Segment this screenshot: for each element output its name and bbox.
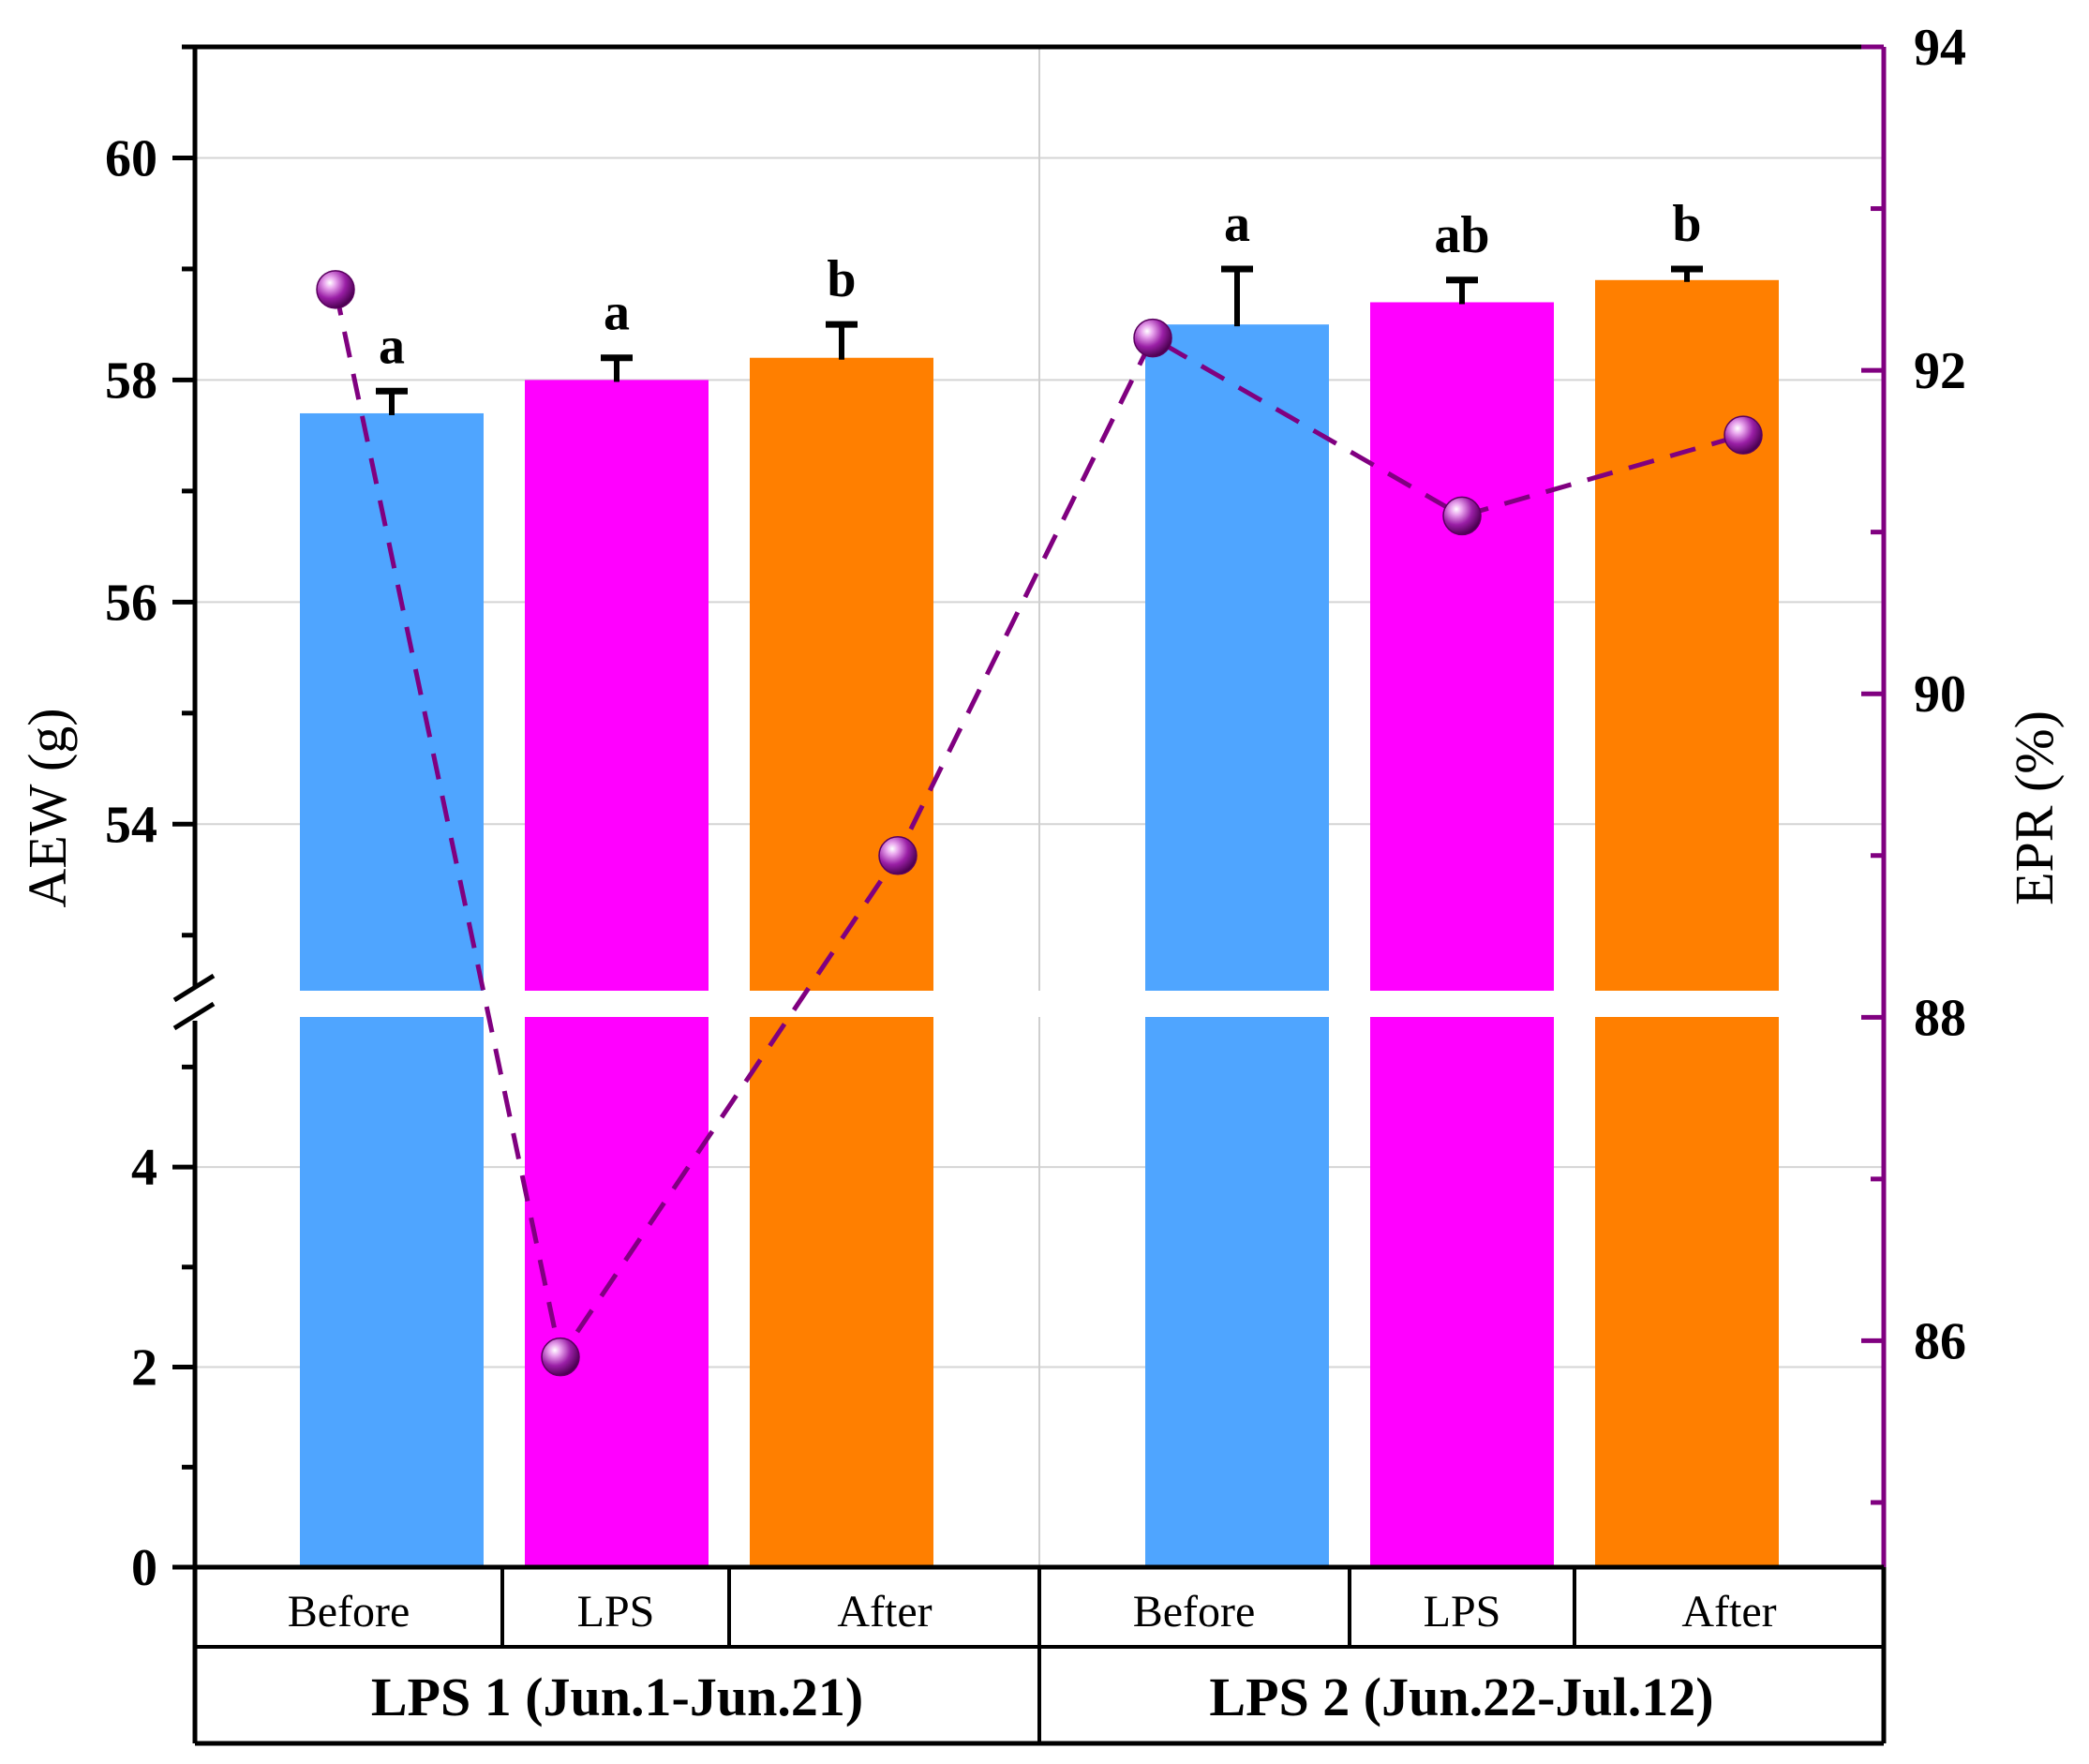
bar (1145, 324, 1329, 1567)
category-label: Before (288, 1587, 410, 1637)
significance-label: a (1224, 195, 1250, 253)
y-tick-label: 4 (131, 1139, 157, 1197)
y2-tick-label: 92 (1914, 342, 1966, 400)
category-label: LPS (577, 1587, 655, 1637)
significance-label: ab (1434, 206, 1489, 264)
significance-label: a (604, 284, 630, 342)
y-tick-label: 60 (105, 129, 157, 187)
significance-label: b (1672, 195, 1701, 253)
axis-break-mark (172, 973, 216, 1003)
y-tick-label: 2 (131, 1339, 157, 1398)
category-label: After (1681, 1587, 1776, 1637)
epr-point (1442, 496, 1482, 536)
y-tick-label: 54 (105, 796, 157, 854)
bar (750, 357, 933, 1567)
epr-point (878, 836, 918, 875)
category-label: LPS (1424, 1587, 1501, 1637)
significance-label: b (827, 250, 856, 308)
bar (1595, 279, 1779, 1568)
bars (300, 279, 1779, 1568)
y2-tick-label: 86 (1914, 1312, 1966, 1370)
y2-tick-label: 88 (1914, 989, 1966, 1047)
error-bars (376, 265, 1703, 415)
epr-series-line (333, 289, 1744, 1363)
bar (525, 380, 709, 1568)
axis-break-mark (172, 1001, 216, 1031)
y-tick-label: 58 (105, 351, 157, 410)
y-tick-label: 56 (105, 574, 157, 632)
epr-point (1133, 318, 1172, 358)
axes: 0 2 4 54 56 58 60 86 88 90 92 94 (105, 19, 1966, 1597)
y-tick-label: 0 (131, 1539, 157, 1597)
axis-break-gap (197, 991, 1882, 1017)
epr-point (541, 1337, 580, 1377)
category-label: After (837, 1587, 932, 1637)
y2-tick-label: 94 (1914, 19, 1966, 77)
epr-line (316, 270, 1763, 1377)
bar (1370, 302, 1554, 1567)
y2-axis-title: EPR (%) (2004, 710, 2065, 905)
category-table: Before LPS After LPS 1 (Jun.1-Jun.21) Before… (192, 1564, 1887, 1746)
axis-break (197, 991, 1882, 1017)
group-label: LPS 1 (Jun.1-Jun.21) (371, 1667, 863, 1727)
group-label: LPS 2 (Jun.22-Jul.12) (1209, 1667, 1713, 1727)
epr-point (1723, 415, 1763, 455)
epr-point (316, 270, 355, 309)
bar (300, 412, 484, 1568)
significance-label: a (379, 317, 405, 375)
y2-tick-label: 90 (1914, 665, 1966, 724)
category-label: Before (1133, 1587, 1256, 1637)
y-axis-title: AEW (g) (17, 708, 78, 907)
